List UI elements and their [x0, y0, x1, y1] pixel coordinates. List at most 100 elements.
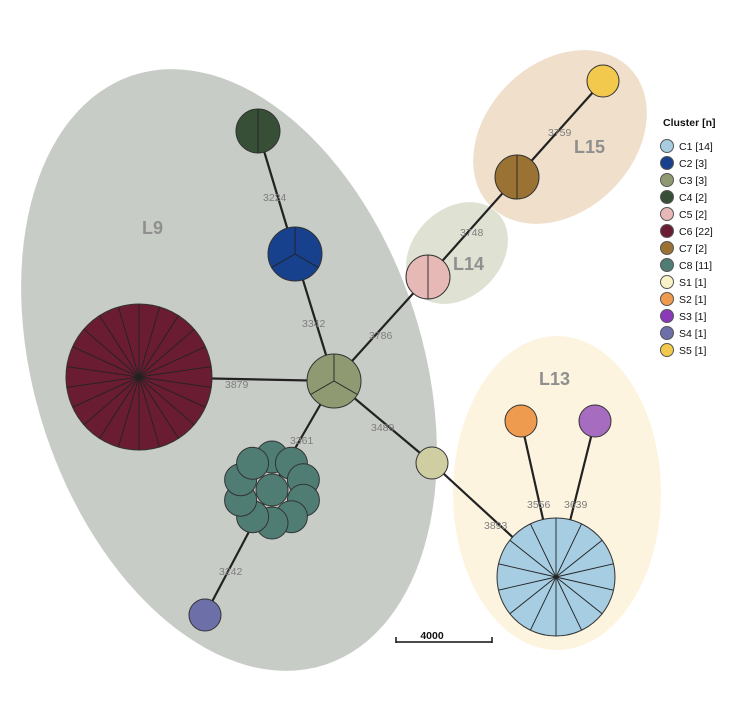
- node-s3: [578, 404, 612, 438]
- legend-label-c3: C3 [3]: [679, 175, 707, 187]
- legend-swatch-c7: [660, 241, 674, 255]
- legend-label-s3: S3 [1]: [679, 311, 707, 323]
- edge-label-c3-s1: 3489: [371, 422, 395, 434]
- node-c6-divider: [72, 346, 140, 378]
- node-c1-divider: [555, 539, 603, 578]
- node-c2: [267, 226, 323, 282]
- node-c1-divider: [555, 563, 614, 578]
- node-c2-divider: [271, 253, 296, 268]
- node-c1-divider: [555, 523, 583, 578]
- node-c6-divider: [66, 376, 140, 388]
- legend-swatch-c4: [660, 190, 674, 204]
- legend-swatch-s2: [660, 292, 674, 306]
- node-s1: [415, 446, 449, 480]
- legend-label-c8: C8 [11]: [679, 260, 712, 272]
- legend-label-s4: S4 [1]: [679, 328, 707, 340]
- node-c6-divider: [118, 306, 140, 378]
- legend-label-s5: S5 [1]: [679, 345, 707, 357]
- node-c6: [65, 303, 213, 451]
- legend-swatch-c8: [660, 258, 674, 272]
- node-c6-divider: [99, 376, 140, 439]
- node-c8: [224, 440, 320, 540]
- node-c3: [306, 353, 362, 409]
- edge-labels: 3224 3342 3879 3361 3786 3748 3759 3489 …: [219, 127, 588, 578]
- edge-label-s1-c1: 3893: [484, 520, 508, 532]
- node-c1-divider: [498, 576, 557, 591]
- scale-bar: 4000: [395, 630, 493, 643]
- edge-label-c6-c3: 3879: [225, 379, 249, 391]
- node-c1-divider: [498, 563, 557, 578]
- legend-label-s2: S2 [1]: [679, 294, 707, 306]
- legend-swatch-c5: [660, 207, 674, 221]
- node-c6-divider: [138, 315, 179, 378]
- legend-swatch-c2: [660, 156, 674, 170]
- edge-label-c3-c5: 3786: [369, 330, 393, 342]
- edge-label-s2-c1: 3556: [527, 499, 551, 511]
- edge-label-c8-s4: 3242: [219, 566, 243, 578]
- group-label-l9: L9: [142, 218, 163, 238]
- node-c3-divider: [310, 380, 335, 395]
- edge-label-c3-c8: 3361: [290, 435, 314, 447]
- node-c6-divider: [99, 315, 140, 378]
- legend-swatch-c3: [660, 173, 674, 187]
- node-s5: [586, 64, 620, 98]
- edge-label-s3-c1: 3639: [564, 499, 588, 511]
- edge-label-c7-s5: 3759: [548, 127, 572, 139]
- group-label-l14: L14: [453, 254, 484, 274]
- legend-swatch-c1: [660, 139, 674, 153]
- node-c1-divider: [529, 576, 557, 631]
- legend-label-c7: C7 [2]: [679, 243, 707, 255]
- node-c5: [405, 254, 451, 300]
- edge-label-c2-c3: 3342: [302, 318, 326, 330]
- scale-bar-label: 4000: [420, 630, 444, 642]
- node-c1: [496, 517, 616, 637]
- node-c6-divider: [138, 306, 160, 378]
- node-c1-divider: [529, 523, 557, 578]
- legend-title: Cluster [n]: [663, 117, 716, 129]
- node-c6-divider: [138, 376, 206, 408]
- node-c4: [235, 108, 281, 154]
- node-c1-divider: [555, 576, 614, 591]
- node-c6-divider: [138, 376, 195, 426]
- node-c8-member: [255, 473, 289, 507]
- legend-swatch-c6: [660, 224, 674, 238]
- legend-label-c1: C1 [14]: [679, 141, 713, 153]
- legend-swatch-s5: [660, 343, 674, 357]
- legend-label-c6: C6 [22]: [679, 226, 713, 238]
- node-c1-divider: [555, 576, 603, 615]
- node-c6-divider: [83, 328, 140, 378]
- node-c6-divider: [138, 376, 160, 448]
- legend-label-c4: C4 [2]: [679, 192, 707, 204]
- node-s4: [188, 598, 222, 632]
- group-l9-region: [21, 69, 437, 671]
- nodes: [65, 64, 620, 637]
- node-c7: [494, 154, 540, 200]
- node-c6-divider: [66, 366, 140, 378]
- legend-label-s1: S1 [1]: [679, 277, 707, 289]
- node-c2-divider: [294, 253, 319, 268]
- node-c1-divider: [555, 576, 583, 631]
- legend-swatch-s4: [660, 326, 674, 340]
- legend-label-c2: C2 [3]: [679, 158, 707, 170]
- node-c1-divider: [509, 576, 557, 615]
- node-c6-divider: [72, 376, 140, 408]
- node-s2: [504, 404, 538, 438]
- edge-label-c5-c7: 3748: [460, 227, 484, 239]
- legend-swatch-s1: [660, 275, 674, 289]
- node-c8-member: [236, 446, 270, 480]
- node-c6-divider: [138, 346, 206, 378]
- legend-label-c5: C5 [2]: [679, 209, 707, 221]
- edge-label-c4-c2: 3224: [263, 192, 287, 204]
- node-c6-divider: [138, 366, 212, 378]
- node-c1-divider: [509, 539, 557, 578]
- legend-swatch-s3: [660, 309, 674, 323]
- node-c6-divider: [138, 376, 212, 388]
- node-c6-divider: [83, 376, 140, 426]
- group-label-l13: L13: [539, 369, 570, 389]
- group-label-l15: L15: [574, 137, 605, 157]
- node-c3-divider: [333, 380, 358, 395]
- node-c6-divider: [138, 328, 195, 378]
- node-c6-divider: [138, 376, 179, 439]
- node-c6-divider: [118, 376, 140, 448]
